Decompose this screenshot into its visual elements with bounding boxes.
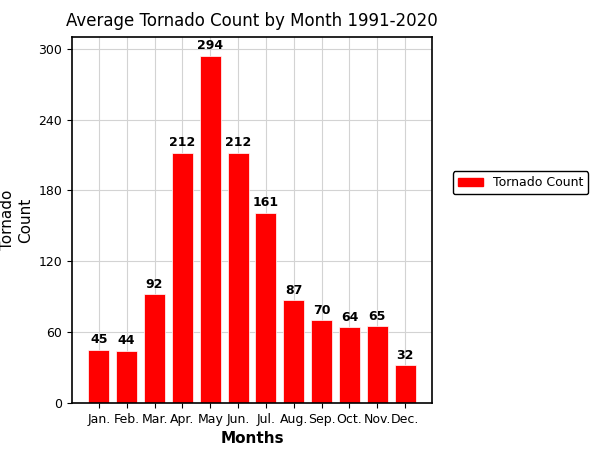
Bar [283,300,304,403]
Bar [88,350,109,403]
Bar [200,56,221,403]
Bar [339,327,360,403]
Bar [144,294,165,403]
Text: 92: 92 [146,278,163,291]
Legend: Tornado Count: Tornado Count [452,171,588,194]
Bar [395,365,416,403]
Text: 87: 87 [285,284,302,297]
Text: 70: 70 [313,304,331,317]
Text: 64: 64 [341,311,358,324]
Y-axis label: Tornado
Count: Tornado Count [1,190,33,250]
Bar [367,326,388,403]
Text: 32: 32 [397,349,414,362]
Bar [172,153,193,403]
Bar [311,320,332,403]
X-axis label: Months: Months [220,431,284,446]
Bar [116,351,137,403]
Text: 212: 212 [225,136,251,149]
Text: 45: 45 [90,333,107,346]
Bar [256,213,277,403]
Title: Average Tornado Count by Month 1991-2020: Average Tornado Count by Month 1991-2020 [66,12,438,30]
Text: 65: 65 [368,310,386,323]
Text: 161: 161 [253,196,279,209]
Bar [227,153,248,403]
Text: 294: 294 [197,39,223,52]
Text: 212: 212 [169,136,196,149]
Text: 44: 44 [118,334,136,347]
